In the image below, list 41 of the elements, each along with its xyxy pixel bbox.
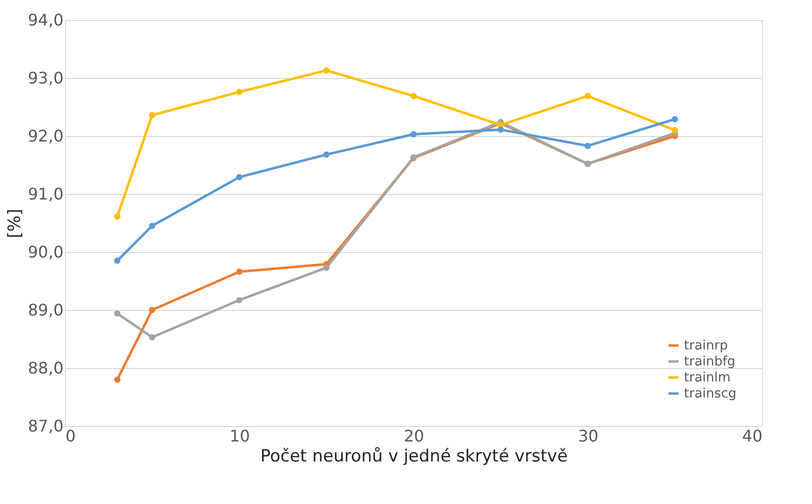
point [114,258,120,264]
y-tick-label: 92,0 [28,126,64,146]
point [323,264,330,271]
point [584,142,591,150]
point [236,268,242,275]
point [148,222,156,230]
x-tick-label: 40 [742,426,762,446]
y-tick-label: 91,0 [28,184,64,204]
point [148,306,156,314]
point [148,334,156,340]
legend-label: trainbfg [684,354,736,370]
point [114,310,120,317]
legend-label: trainrp [684,338,728,354]
point [584,92,591,100]
y-tick-label: 90,0 [28,242,64,262]
y-tick-label: 88,0 [28,358,64,378]
point [323,67,330,74]
point [236,88,242,96]
x-tick-label: 30 [578,426,598,446]
point [114,376,120,383]
legend-label: trainlm [684,370,731,386]
x-axis-title: Počet neuronů v jedné skryté vrstvě [260,446,568,466]
y-tick-label: 87,0 [28,416,64,436]
legend-label: trainscg [684,386,736,402]
y-tick-label: 94,0 [28,10,64,30]
point [236,174,242,180]
x-tick-label: 0 [66,426,76,446]
x-tick-label: 10 [230,426,250,446]
point [672,116,678,122]
y-tick-label: 93,0 [28,68,64,88]
point [672,127,678,134]
point [323,151,330,158]
y-tick-label: 89,0 [28,300,64,320]
x-tick-label: 20 [404,426,424,446]
point [236,296,242,304]
point [410,131,417,138]
y-axis-title: [%] [4,208,25,238]
point [114,213,120,220]
point [497,126,504,133]
point [410,92,417,100]
point [148,112,156,118]
